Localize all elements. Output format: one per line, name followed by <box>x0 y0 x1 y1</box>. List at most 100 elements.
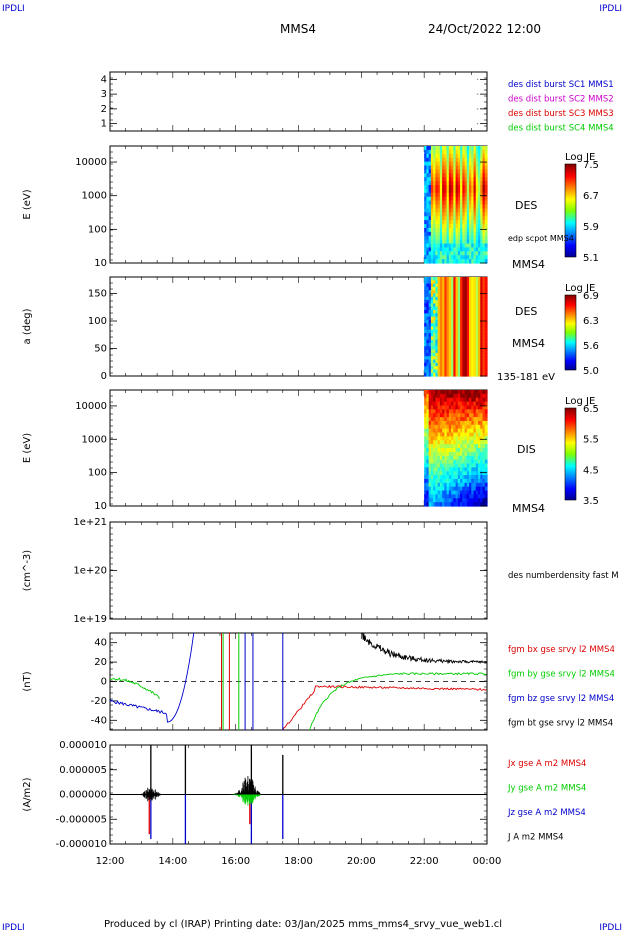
heatmap-cell <box>475 243 479 248</box>
heatmap-cell <box>462 185 466 190</box>
heatmap-cell <box>464 498 468 503</box>
heatmap-cell <box>455 486 459 492</box>
heatmap-cell <box>433 153 436 159</box>
heatmap-cell <box>484 310 488 314</box>
heatmap-cell <box>448 149 452 155</box>
heatmap-cell <box>435 293 439 298</box>
heatmap-cell <box>433 208 436 213</box>
heatmap-cell <box>457 372 461 377</box>
heatmap-cell <box>424 362 428 367</box>
heatmap-cell <box>426 339 430 344</box>
heatmap-cell <box>460 432 463 437</box>
heatmap-cell <box>442 359 445 364</box>
heatmap-cell <box>453 231 457 237</box>
heatmap-cell <box>444 192 448 198</box>
heatmap-cell <box>430 329 434 334</box>
heatmap-cell <box>426 413 430 418</box>
heatmap-cell <box>460 401 463 407</box>
heatmap-cell <box>435 169 439 174</box>
heatmap-cell <box>473 220 477 225</box>
heatmap-cell <box>475 300 479 304</box>
heatmap-cell <box>453 339 457 344</box>
heatmap-cell <box>457 239 461 245</box>
heatmap-cell <box>430 413 434 418</box>
heatmap-cell <box>435 333 439 337</box>
heatmap-cell <box>478 231 481 237</box>
heatmap-cell <box>464 336 468 341</box>
heatmap-cell <box>435 471 439 476</box>
heatmap-cell <box>475 459 479 465</box>
heatmap-cell <box>430 319 434 324</box>
heatmap-cell <box>430 432 434 437</box>
heatmap-cell <box>430 283 434 288</box>
heatmap-cell <box>455 333 459 337</box>
heatmap-cell <box>480 413 484 418</box>
heatmap-cell <box>471 216 475 221</box>
heatmap-cell <box>435 486 439 492</box>
heatmap-cell <box>462 296 466 301</box>
heatmap-cell <box>442 293 445 298</box>
heatmap-cell <box>451 424 454 430</box>
heatmap-cell <box>444 459 448 465</box>
heatmap-cell <box>484 455 488 461</box>
heatmap-cell <box>462 346 466 351</box>
heatmap-cell <box>451 475 454 480</box>
heatmap-cell <box>466 231 470 237</box>
heatmap-cell <box>480 451 484 457</box>
heatmap-cell <box>471 146 475 151</box>
heatmap-cell <box>435 277 439 281</box>
heatmap-cell <box>448 316 452 321</box>
heatmap-cell <box>478 420 481 426</box>
heatmap-cell <box>460 475 463 480</box>
heatmap-cell <box>466 283 470 288</box>
heatmap-cell <box>471 362 475 367</box>
heatmap-cell <box>453 333 457 337</box>
heatmap-cell <box>435 329 439 334</box>
heatmap-cell <box>484 243 488 248</box>
heatmap-cell <box>466 459 470 465</box>
heatmap-cell <box>453 490 457 495</box>
heatmap-cell <box>428 405 432 410</box>
heatmap-cell <box>444 259 448 264</box>
heatmap-cell <box>446 326 450 331</box>
heatmap-cell <box>444 173 448 178</box>
heatmap-cell <box>464 329 468 334</box>
heatmap-cell <box>424 432 428 437</box>
heatmap-cell <box>482 467 486 472</box>
heatmap-cell <box>453 259 457 264</box>
heatmap-cell <box>426 326 430 331</box>
heatmap-cell <box>446 296 450 301</box>
heatmap-cell <box>457 286 461 291</box>
heatmap-cell <box>469 306 472 311</box>
heatmap-cell <box>451 235 454 241</box>
heatmap-cell <box>446 401 450 407</box>
heatmap-cell <box>464 181 468 186</box>
heatmap-cell <box>430 231 434 237</box>
heatmap-cell <box>457 471 461 476</box>
heatmap-cell <box>424 467 428 472</box>
heatmap-cell <box>460 326 463 331</box>
heatmap-cell <box>480 339 484 344</box>
heatmap-cell <box>466 359 470 364</box>
heatmap-cell <box>424 224 428 229</box>
heatmap-cell <box>448 181 452 186</box>
heatmap-cell <box>484 149 488 155</box>
heatmap-cell <box>460 300 463 304</box>
heatmap-cell <box>430 165 434 170</box>
heatmap-cell <box>426 293 430 298</box>
heatmap-cell <box>473 208 477 213</box>
colorbar-tick-label: 6.7 <box>583 191 599 202</box>
heatmap-cell <box>448 188 452 194</box>
y-tick-label: 0.000010 <box>59 740 107 751</box>
heatmap-cell <box>428 290 432 295</box>
heatmap-cell <box>466 161 470 167</box>
heatmap-cell <box>466 310 470 314</box>
heatmap-cell <box>433 393 436 399</box>
heatmap-cell <box>428 169 432 174</box>
heatmap-cell <box>480 161 484 167</box>
heatmap-cell <box>455 369 459 374</box>
heatmap-cell <box>426 157 430 163</box>
heatmap-cell <box>444 185 448 190</box>
heatmap-cell <box>442 494 445 499</box>
heatmap-cell <box>426 192 430 198</box>
